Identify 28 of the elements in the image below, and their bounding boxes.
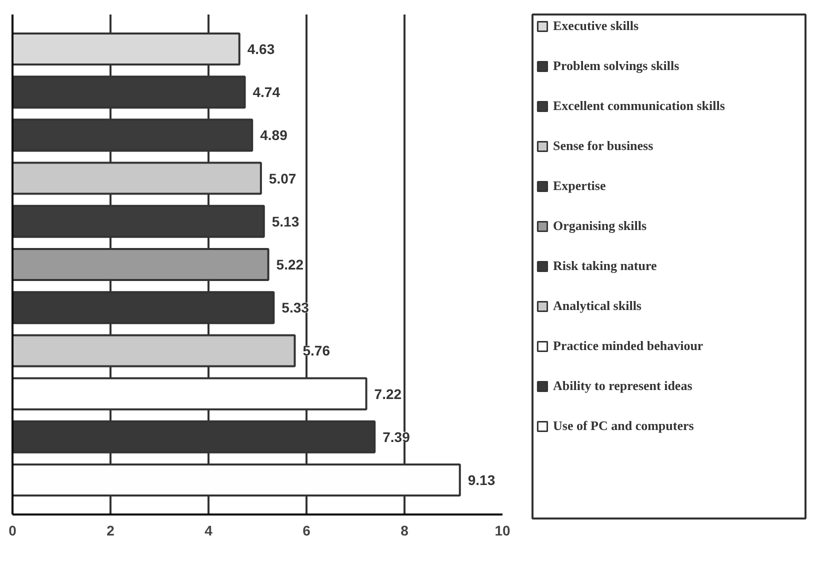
- legend-label: Executive skills: [553, 18, 639, 34]
- x-tick-label: 2: [106, 522, 115, 538]
- x-tick-label: 6: [302, 522, 311, 538]
- data-label: 7.39: [382, 428, 410, 445]
- legend-label: Ability to represent ideas: [553, 378, 692, 394]
- data-label: 4.89: [260, 127, 288, 144]
- x-tick-label: 10: [494, 522, 510, 538]
- legend-label: Analytical skills: [553, 298, 642, 314]
- data-label: 9.13: [468, 472, 496, 488]
- x-tick-label: 4: [204, 522, 213, 538]
- legend-label: Problem solvings skills: [553, 58, 680, 74]
- data-label: 5.33: [282, 300, 310, 316]
- legend-label: Use of PC and computers: [553, 418, 694, 434]
- data-label: 5.76: [302, 342, 330, 359]
- legend-label: Expertise: [553, 178, 606, 194]
- data-label: 4.63: [247, 40, 275, 57]
- data-label: 5.22: [276, 256, 304, 272]
- legend-label: Risk taking nature: [553, 258, 657, 274]
- data-label: 5.07: [268, 170, 296, 186]
- legend-label: Practice minded behaviour: [553, 338, 704, 354]
- legend-label: Organising skills: [553, 218, 647, 234]
- legend-label: Excellent communication skills: [553, 98, 725, 114]
- data-label: 5.13: [272, 213, 300, 230]
- x-tick-label: 8: [400, 522, 409, 538]
- data-label: 7.22: [374, 386, 402, 402]
- x-tick-label: 0: [8, 522, 17, 538]
- legend-label: Sense for business: [553, 138, 654, 154]
- data-label: 4.74: [252, 84, 280, 100]
